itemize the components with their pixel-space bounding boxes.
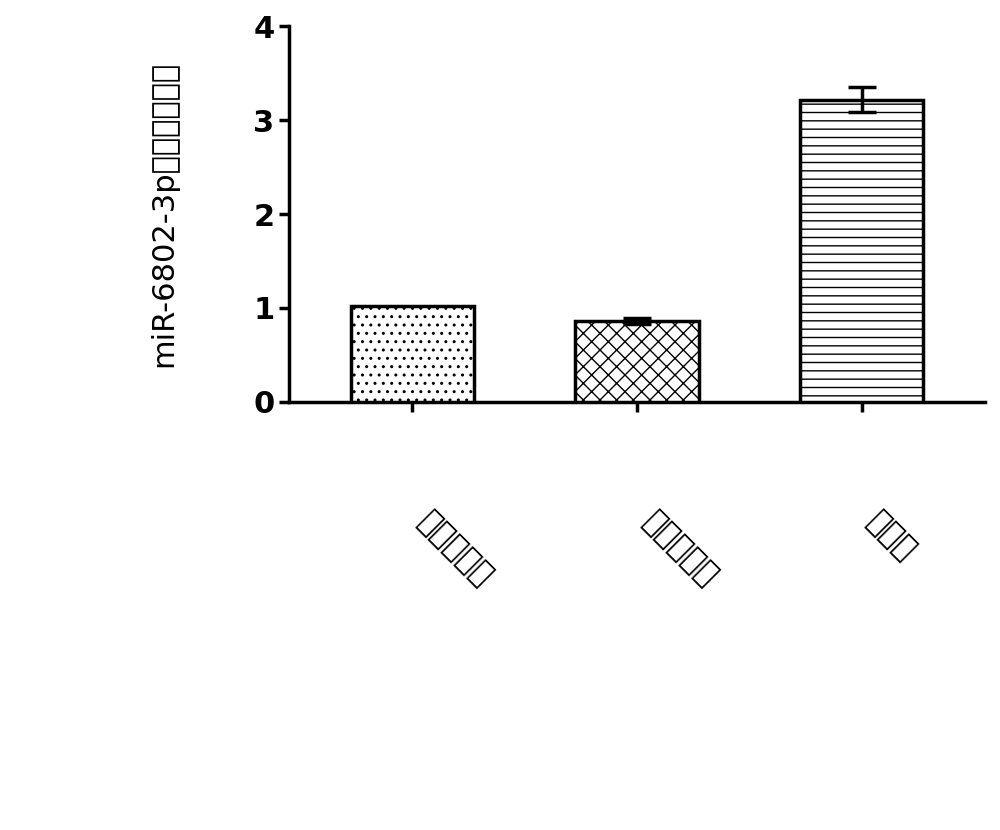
Bar: [800, 100, 923, 402]
Text: 空白对照组: 空白对照组: [412, 506, 498, 592]
Text: 实验组: 实验组: [862, 506, 921, 566]
Bar: [575, 321, 699, 402]
Bar: [351, 306, 474, 402]
Text: 阴性对照组: 阴性对照组: [637, 506, 722, 592]
Text: miR-6802-3p的相对表达量: miR-6802-3p的相对表达量: [149, 61, 178, 367]
